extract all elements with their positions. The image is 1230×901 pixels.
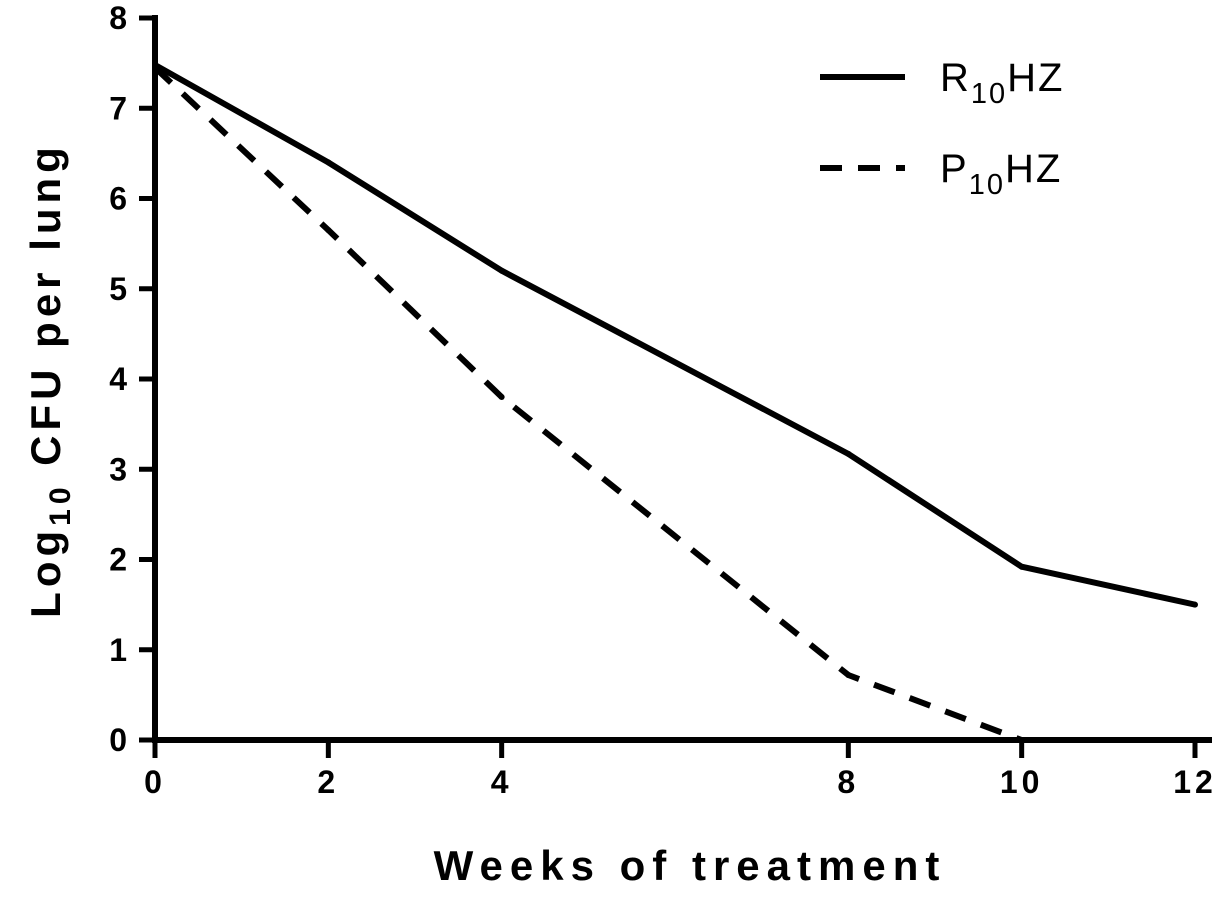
series-2-point-2 xyxy=(498,394,505,401)
legend-label-series-2-sub: 10 xyxy=(969,169,1005,201)
y-tick-label-2: 2 xyxy=(109,542,127,578)
x-axis-title: Weeks of treatment xyxy=(434,842,947,889)
y-axis-ticks: 0 1 2 3 4 5 6 7 8 xyxy=(109,0,155,758)
legend-label-series-1: R10HZ xyxy=(940,56,1064,110)
legend-label-series-1-sub: 10 xyxy=(971,78,1007,110)
y-tick-label-4: 4 xyxy=(109,361,127,397)
series-2-point-3 xyxy=(845,672,852,679)
y-tick-label-3: 3 xyxy=(109,451,127,487)
y-axis-title-subscript: 10 xyxy=(44,482,77,525)
x-axis-ticks: 0 2 4 8 10 12 xyxy=(144,740,1217,800)
legend: R10HZ P10HZ xyxy=(820,56,1064,201)
legend-label-series-2-main: P xyxy=(940,147,969,191)
series-1-point-4 xyxy=(1018,563,1025,570)
y-tick-label-5: 5 xyxy=(109,271,127,307)
x-tick-label-2: 4 xyxy=(491,764,513,800)
legend-label-series-1-rest: HZ xyxy=(1007,56,1064,100)
legend-label-series-1-main: R xyxy=(940,56,971,100)
y-tick-label-0: 0 xyxy=(109,722,127,758)
y-tick-label-8: 8 xyxy=(109,0,127,36)
series-1-point-3 xyxy=(845,450,852,457)
y-tick-label-7: 7 xyxy=(109,90,127,126)
legend-label-series-2-rest: HZ xyxy=(1005,147,1062,191)
series-1-point-5 xyxy=(1192,601,1198,608)
x-tick-label-1: 2 xyxy=(317,764,339,800)
x-tick-label-5: 12 xyxy=(1173,764,1217,800)
series-2-point-1 xyxy=(325,227,332,234)
series-1-point-1 xyxy=(325,159,332,166)
series-line-2 xyxy=(152,65,1023,743)
series-line-1 xyxy=(153,62,1196,608)
series-1-point-2 xyxy=(498,267,505,274)
x-tick-label-4: 10 xyxy=(1000,764,1044,800)
legend-label-series-2: P10HZ xyxy=(940,147,1062,201)
y-axis-title: Log10 CFU per lung xyxy=(22,142,77,618)
y-tick-label-6: 6 xyxy=(109,181,127,217)
y-axis-title-suffix: CFU per lung xyxy=(22,142,69,482)
y-tick-label-1: 1 xyxy=(109,632,127,668)
x-tick-label-3: 8 xyxy=(837,764,859,800)
y-axis-title-prefix: Log xyxy=(22,526,69,618)
x-tick-label-0: 0 xyxy=(144,764,166,800)
